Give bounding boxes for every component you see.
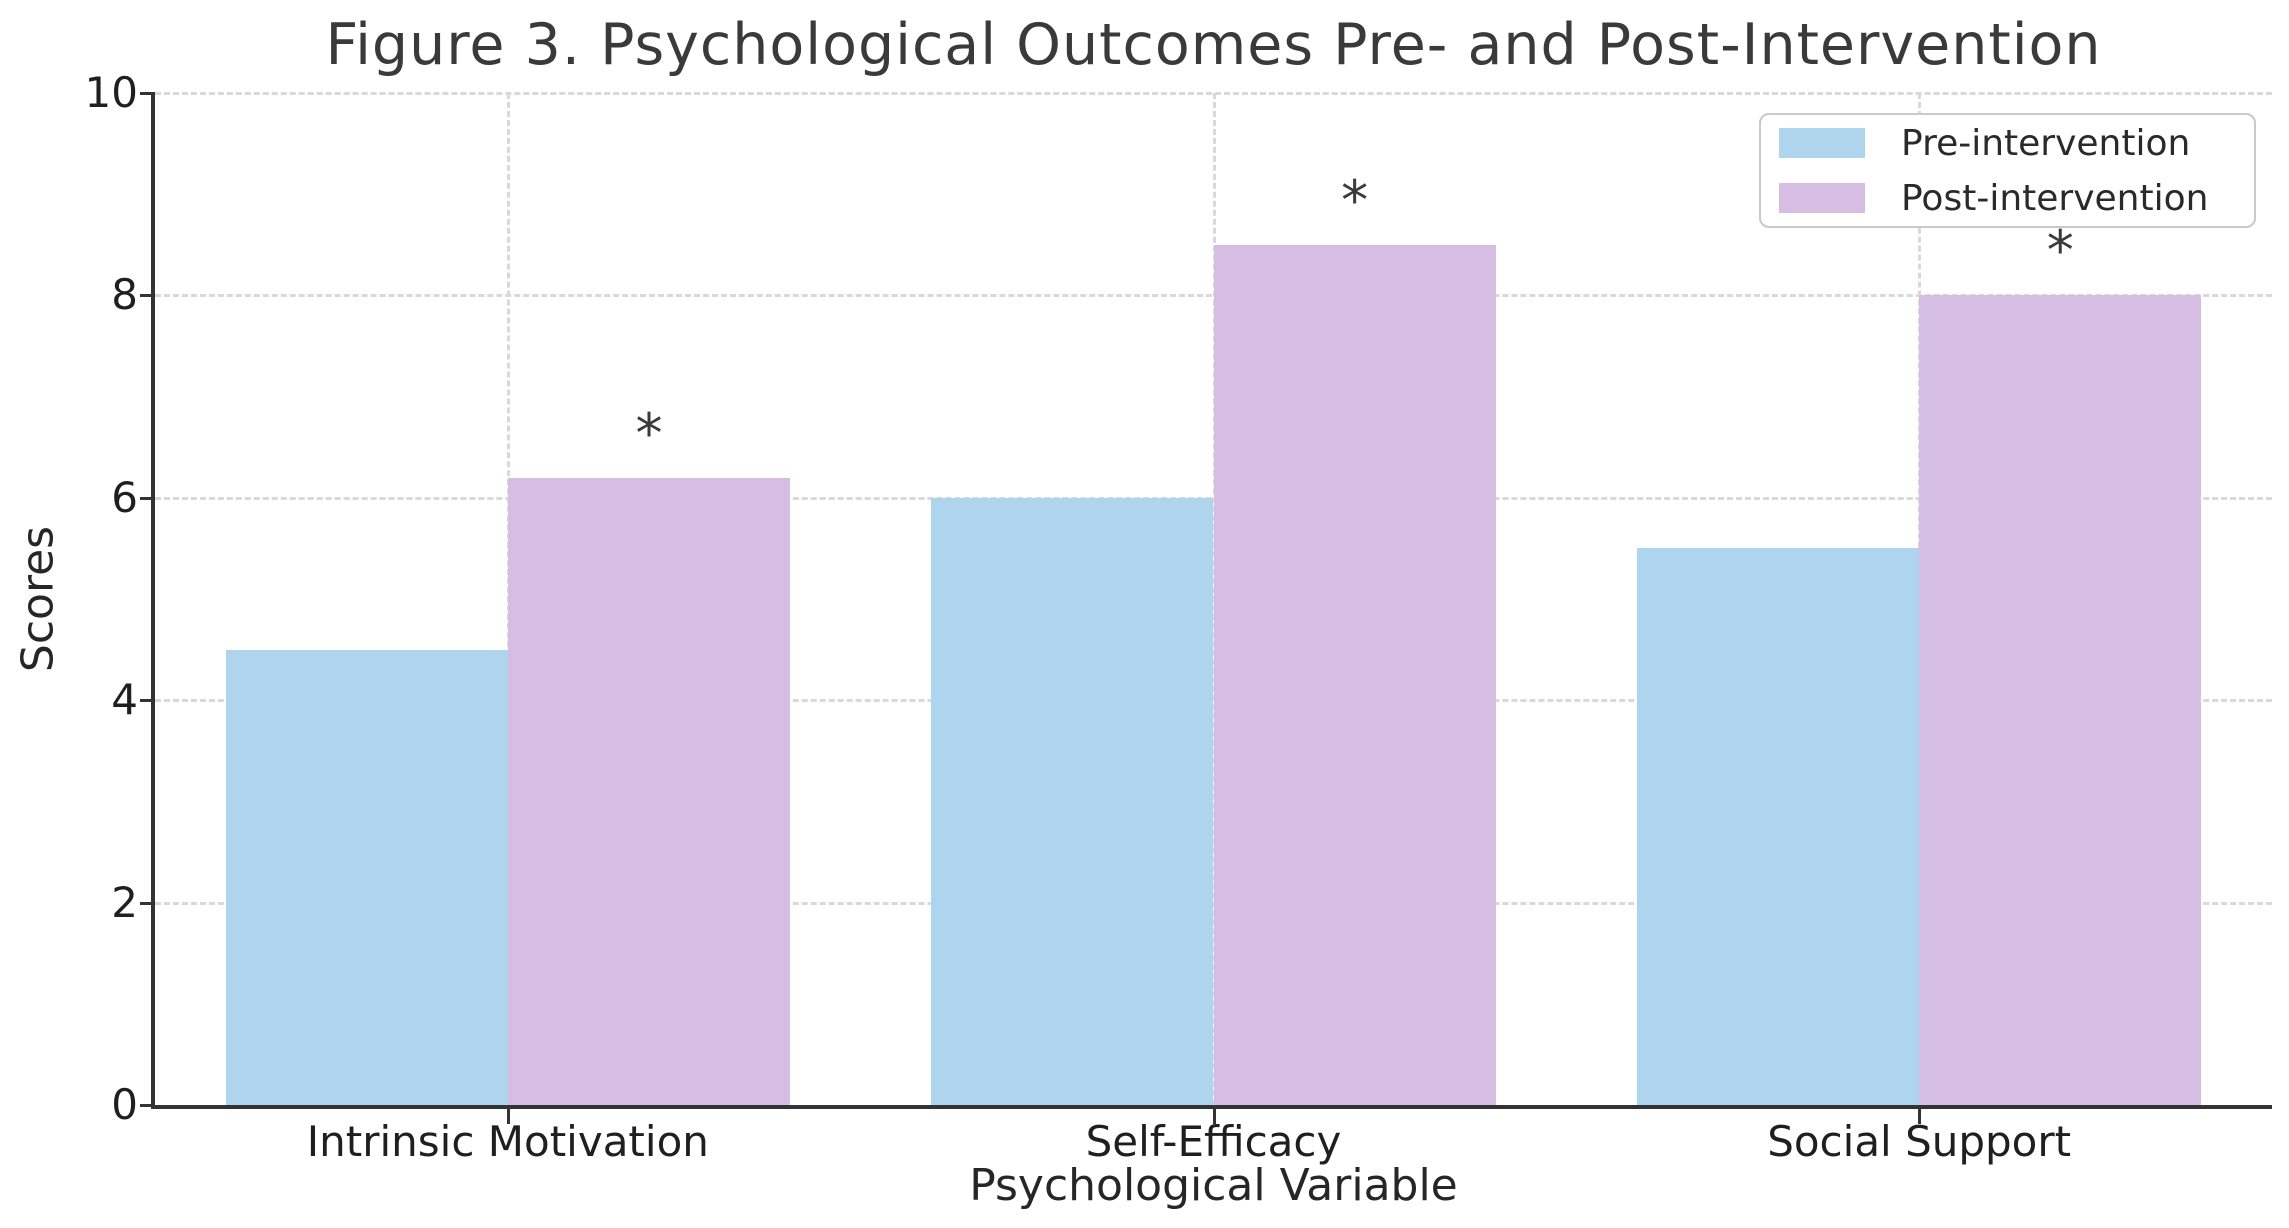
y-tick-label: 6 [111, 472, 138, 522]
chart-title: Figure 3. Psychological Outcomes Pre- an… [325, 12, 2102, 78]
x-axis-tick-mark [1918, 1109, 1922, 1124]
bar-pre-intervention-social-support [1636, 548, 1920, 1105]
significance-asterisk: * [1341, 168, 1369, 232]
legend-swatch-post-intervention [1779, 183, 1865, 213]
legend-swatch-pre-intervention [1779, 128, 1865, 158]
legend-row-pre: Pre-intervention [1779, 123, 2254, 164]
y-tick-label: 10 [84, 68, 138, 117]
y-axis-tick-mark [140, 901, 155, 905]
x-tick-label: Intrinsic Motivation [306, 1117, 709, 1166]
y-tick-label: 0 [111, 1080, 138, 1129]
y-axis-tick-mark [140, 699, 155, 703]
x-axis-tick-mark [1212, 1109, 1216, 1124]
y-tick-label: 2 [111, 877, 138, 927]
significance-asterisk: * [635, 401, 663, 465]
x-axis-spine [151, 1105, 2272, 1109]
bar-post-intervention-social-support [1919, 295, 2202, 1105]
y-axis-tick-mark [140, 1104, 155, 1107]
x-axis-tick-mark [506, 1109, 510, 1124]
y-axis-label: Scores [12, 525, 64, 673]
legend: Pre-intervention Post-intervention [1759, 113, 2256, 228]
x-axis-label: Psychological Variable [969, 1160, 1458, 1211]
bar-post-intervention-self-efficacy [1213, 244, 1496, 1105]
y-axis-tick-mark [140, 496, 155, 500]
bar-pre-intervention-intrinsic-motivation [225, 649, 508, 1105]
x-tick-label: Social Support [1767, 1117, 2072, 1166]
y-axis-spine [151, 93, 155, 1109]
legend-label-post-intervention: Post-intervention [1901, 177, 2209, 219]
x-tick-label: Self-Efficacy [1085, 1117, 1342, 1166]
legend-label-pre-intervention: Pre-intervention [1901, 122, 2191, 164]
y-axis-tick-mark [140, 294, 155, 298]
y-tick-label: 8 [111, 270, 138, 320]
legend-row-post: Post-intervention [1779, 178, 2254, 219]
y-tick-label: 4 [111, 675, 138, 725]
bar-pre-intervention-self-efficacy [931, 497, 1214, 1105]
y-axis-tick-mark [140, 92, 155, 95]
bar-post-intervention-intrinsic-motivation [507, 477, 791, 1105]
significance-asterisk: * [2046, 219, 2074, 283]
